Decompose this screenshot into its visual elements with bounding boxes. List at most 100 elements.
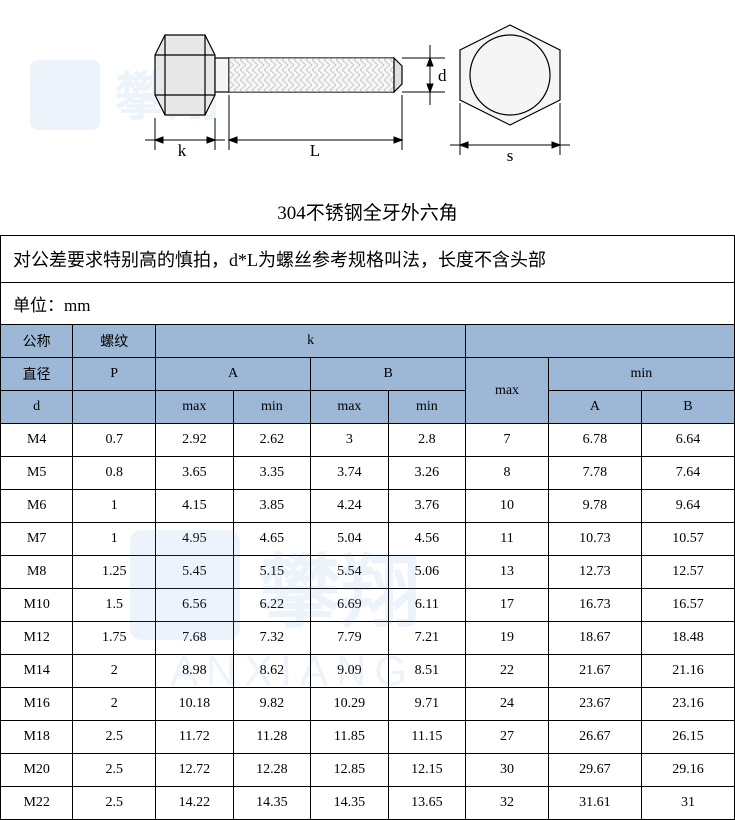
cell-d: M18	[1, 721, 73, 754]
table-row: M81.255.455.155.545.061312.7312.57	[1, 556, 735, 589]
table-row: M121.757.687.327.797.211918.6718.48	[1, 622, 735, 655]
label-d: d	[438, 66, 447, 85]
cell-A_max: 7.68	[156, 622, 234, 655]
cell-B_max: 9.09	[311, 655, 389, 688]
table-row: M1428.988.629.098.512221.6721.16	[1, 655, 735, 688]
cell-A_max: 3.65	[156, 457, 234, 490]
cell-min_A: 26.67	[548, 721, 641, 754]
hdr-diameter: 直径	[1, 358, 73, 391]
cell-d: M14	[1, 655, 73, 688]
cell-B_min: 7.21	[388, 622, 466, 655]
cell-B_min: 6.11	[388, 589, 466, 622]
cell-P: 1	[73, 490, 156, 523]
cell-A_min: 2.62	[233, 424, 311, 457]
cell-d: M16	[1, 688, 73, 721]
cell-A_min: 14.35	[233, 787, 311, 820]
cell-A_min: 6.22	[233, 589, 311, 622]
cell-A_min: 12.28	[233, 754, 311, 787]
hdr-nominal: 公称	[1, 325, 73, 358]
cell-A_max: 2.92	[156, 424, 234, 457]
cell-P: 2	[73, 688, 156, 721]
cell-d: M10	[1, 589, 73, 622]
cell-A_max: 12.72	[156, 754, 234, 787]
cell-min_A: 23.67	[548, 688, 641, 721]
cell-B_min: 5.06	[388, 556, 466, 589]
cell-P: 2.5	[73, 754, 156, 787]
cell-max: 22	[466, 655, 549, 688]
table-row: M614.153.854.243.76109.789.64	[1, 490, 735, 523]
page-title: 304不锈钢全牙外六角	[0, 190, 735, 235]
cell-d: M5	[1, 457, 73, 490]
table-row: M222.514.2214.3514.3513.653231.6131	[1, 787, 735, 820]
cell-P: 1.5	[73, 589, 156, 622]
cell-max: 13	[466, 556, 549, 589]
cell-min_B: 21.16	[641, 655, 734, 688]
cell-min_B: 18.48	[641, 622, 734, 655]
cell-min_A: 31.61	[548, 787, 641, 820]
cell-B_max: 11.85	[311, 721, 389, 754]
cell-B_max: 14.35	[311, 787, 389, 820]
cell-min_B: 7.64	[641, 457, 734, 490]
hdr-empty	[73, 391, 156, 424]
cell-d: M22	[1, 787, 73, 820]
cell-B_max: 6.69	[311, 589, 389, 622]
hdr-min-A: A	[548, 391, 641, 424]
table-row: M202.512.7212.2812.8512.153029.6729.16	[1, 754, 735, 787]
cell-B_max: 3	[311, 424, 389, 457]
cell-B_max: 12.85	[311, 754, 389, 787]
cell-P: 2.5	[73, 787, 156, 820]
cell-A_max: 10.18	[156, 688, 234, 721]
note-text: 对公差要求特别高的慎拍，d*L为螺丝参考规格叫法，长度不含头部	[0, 235, 735, 282]
table-row: M714.954.655.044.561110.7310.57	[1, 523, 735, 556]
table-row: M50.83.653.353.743.2687.787.64	[1, 457, 735, 490]
cell-d: M12	[1, 622, 73, 655]
cell-min_A: 18.67	[548, 622, 641, 655]
cell-P: 2.5	[73, 721, 156, 754]
hdr-max: max	[466, 358, 549, 424]
cell-B_max: 4.24	[311, 490, 389, 523]
cell-max: 11	[466, 523, 549, 556]
cell-d: M20	[1, 754, 73, 787]
cell-A_max: 4.95	[156, 523, 234, 556]
cell-B_min: 8.51	[388, 655, 466, 688]
cell-min_B: 23.16	[641, 688, 734, 721]
table-row: M182.511.7211.2811.8511.152726.6726.15	[1, 721, 735, 754]
cell-d: M8	[1, 556, 73, 589]
cell-min_B: 16.57	[641, 589, 734, 622]
hdr-thread: 螺纹	[73, 325, 156, 358]
cell-A_min: 3.85	[233, 490, 311, 523]
cell-max: 19	[466, 622, 549, 655]
cell-min_B: 10.57	[641, 523, 734, 556]
label-L: L	[310, 141, 320, 160]
cell-P: 0.7	[73, 424, 156, 457]
cell-A_min: 9.82	[233, 688, 311, 721]
table-row: M16210.189.8210.299.712423.6723.16	[1, 688, 735, 721]
cell-min_A: 9.78	[548, 490, 641, 523]
cell-max: 27	[466, 721, 549, 754]
hdr-min-B: B	[641, 391, 734, 424]
hdr-B: B	[311, 358, 466, 391]
label-s: s	[507, 146, 514, 165]
cell-max: 24	[466, 688, 549, 721]
hdr-A-max: max	[156, 391, 234, 424]
cell-min_B: 9.64	[641, 490, 734, 523]
cell-max: 10	[466, 490, 549, 523]
label-k: k	[178, 141, 187, 160]
hdr-P: P	[73, 358, 156, 391]
cell-A_max: 8.98	[156, 655, 234, 688]
cell-P: 0.8	[73, 457, 156, 490]
cell-B_max: 10.29	[311, 688, 389, 721]
cell-min_B: 29.16	[641, 754, 734, 787]
hdr-min: min	[548, 358, 734, 391]
hdr-B-min: min	[388, 391, 466, 424]
cell-min_A: 29.67	[548, 754, 641, 787]
cell-max: 17	[466, 589, 549, 622]
hdr-B-max: max	[311, 391, 389, 424]
table-row: M101.56.566.226.696.111716.7316.57	[1, 589, 735, 622]
cell-B_min: 11.15	[388, 721, 466, 754]
cell-d: M6	[1, 490, 73, 523]
cell-B_min: 2.8	[388, 424, 466, 457]
cell-A_max: 5.45	[156, 556, 234, 589]
cell-B_min: 4.56	[388, 523, 466, 556]
cell-min_A: 6.78	[548, 424, 641, 457]
